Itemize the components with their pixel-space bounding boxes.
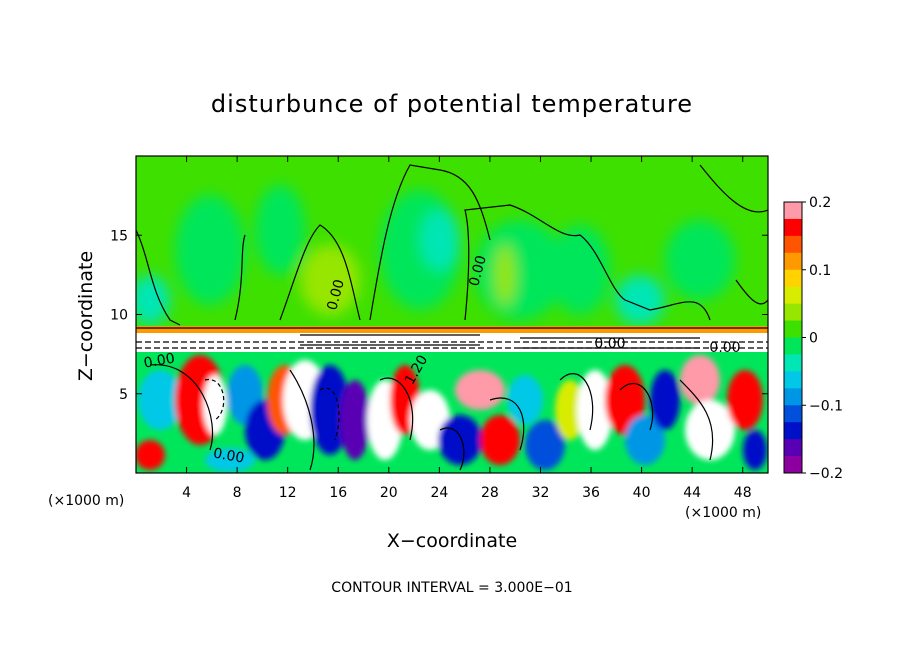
colorbar-swatch [784,286,802,305]
x-unit-right: (×1000 m) [685,505,761,521]
colorbar-swatch [784,337,802,355]
colorbar-swatch [784,303,802,322]
contour-label: 0.00 [212,445,245,466]
white-band [136,333,768,355]
contour-label: 0.00 [466,254,490,288]
colorbar-swatch [784,320,802,338]
colorbar-swatch [784,456,802,474]
x-tick-label: 4 [182,485,191,501]
colorbar: 0.2 0.1 0 −0.1 −0.2 [783,195,843,482]
upper-field-patches [136,185,735,325]
contour-label: 0.00 [143,350,176,371]
heatmap-field [136,156,768,473]
y-axis: 5 10 15 [110,228,768,403]
y-tick-label: 10 [110,308,128,324]
colorbar-swatch [784,218,802,237]
x-tick-label: 36 [582,485,600,501]
contour-labels: 0.000.000.000.001.200.00 0.00 [143,254,741,467]
x-tick-label: 28 [481,485,499,501]
contour-lines [136,164,768,471]
colorbar-swatch [784,439,802,457]
colorbar-swatch [784,202,802,220]
x-tick-label: 20 [380,485,398,501]
x-tick-label: 24 [430,485,448,501]
colorbar-tick-label: 0 [809,331,818,347]
x-axis-label: X−coordinate [387,530,517,552]
x-axis: 4 8 12 16 20 24 28 32 36 40 44 48 [182,156,752,501]
x-tick-label: 16 [329,485,347,501]
x-tick-label: 40 [633,485,651,501]
x-tick-label: 32 [532,485,550,501]
y-tick-label: 15 [110,228,128,244]
contour-label: 0.00 [324,278,348,312]
x-tick-label: 44 [683,485,701,501]
colorbar-swatch [784,388,802,406]
x-tick-label: 8 [233,485,242,501]
contour-label: 0.00 [709,340,740,356]
colorbar-tick-label: −0.1 [809,398,843,414]
contour-interval: CONTOUR INTERVAL = 3.000E−01 [331,580,572,596]
chart-title: disturbunce of potential temperature [211,90,693,118]
x-tick-label: 48 [734,485,752,501]
y-axis-label: Z−coordinate [75,251,97,381]
colorbar-tick-label: −0.2 [809,466,843,482]
colorbar-swatch [784,422,802,440]
colorbar-swatch [784,354,802,372]
colorbar-swatch [784,235,802,254]
y-tick-label: 5 [119,387,128,403]
x-tick-label: 12 [279,485,297,501]
colorbar-tick-label: 0.1 [809,263,831,279]
colorbar-swatch [784,405,802,423]
contour-label: 0.00 [594,336,625,352]
colorbar-tick-label: 0.2 [809,195,831,211]
colorbar-swatch [784,371,802,389]
inversion-band [136,326,768,334]
colorbar-swatch [784,269,802,288]
x-unit-left: (×1000 m) [48,493,124,509]
colorbar-swatch [784,252,802,271]
